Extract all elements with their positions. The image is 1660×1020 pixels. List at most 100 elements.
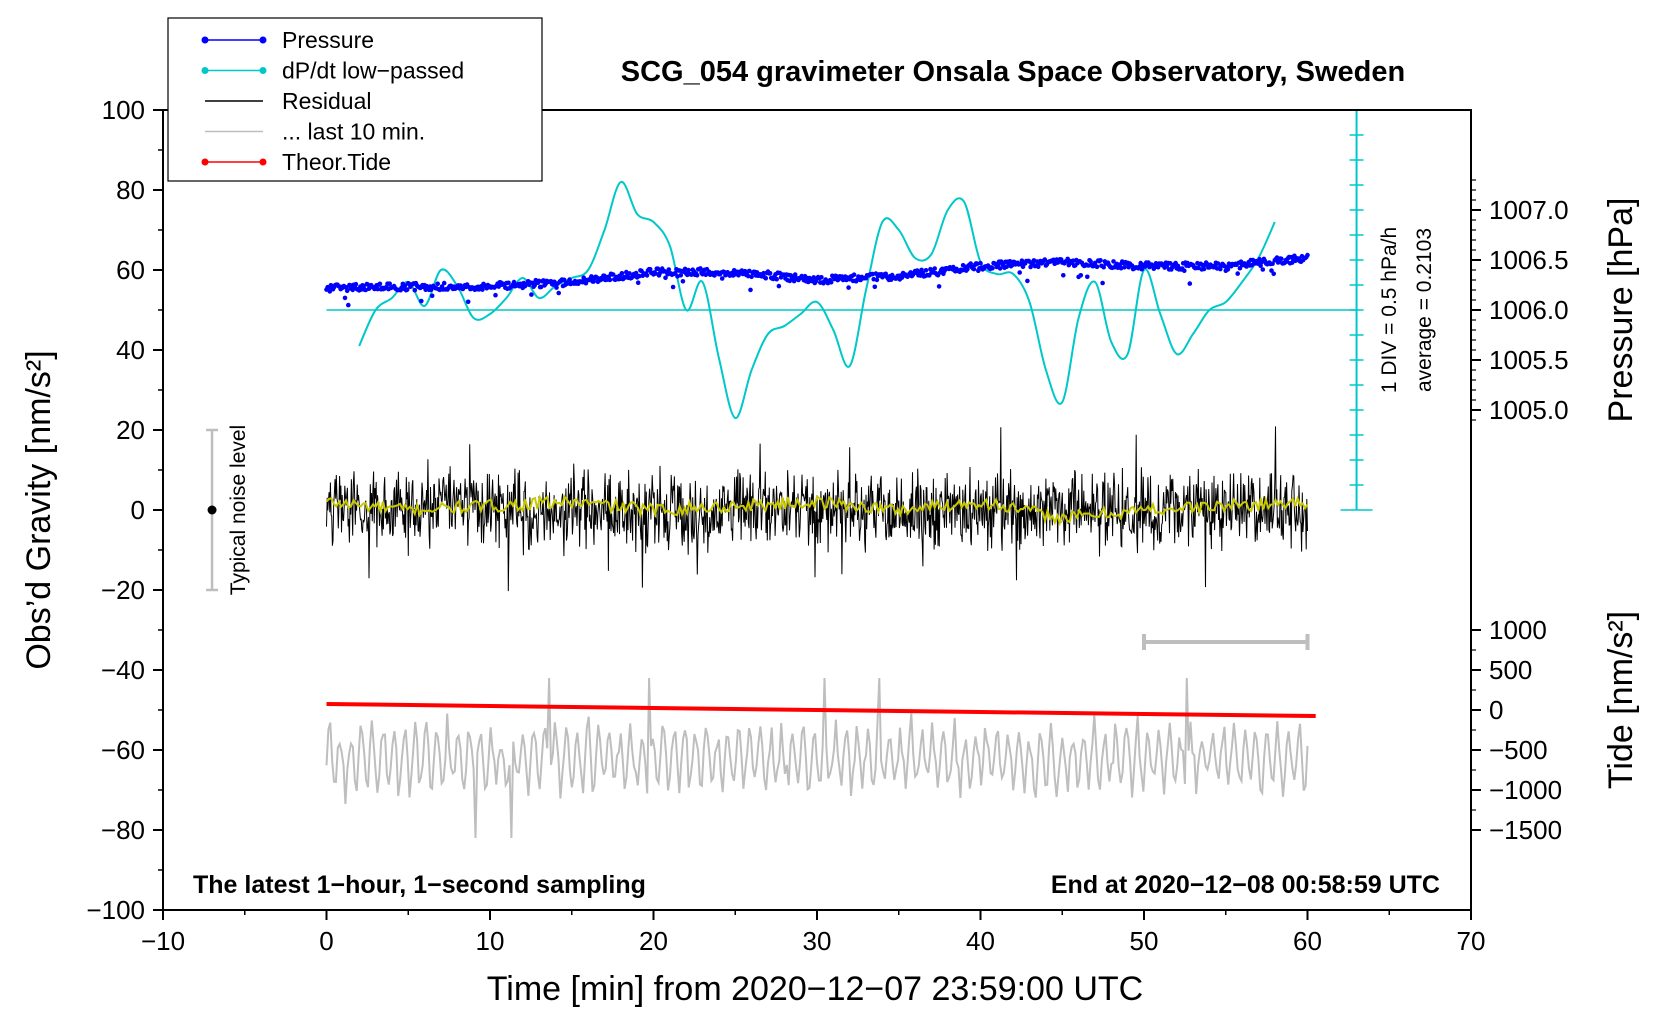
residual-line: [326, 426, 1308, 592]
legend-marker: [259, 36, 267, 44]
pressure-point: [748, 287, 753, 293]
noise-bar-label: Typical noise level: [227, 425, 250, 595]
x-tick-label: 50: [1130, 926, 1159, 956]
pressure-point: [428, 287, 434, 293]
pressure-point: [1182, 268, 1187, 274]
legend-marker: [259, 158, 267, 166]
pressure-point: [589, 274, 594, 279]
pressure-point: [792, 272, 798, 277]
x-tick-label: 0: [319, 926, 333, 956]
pressure-point: [343, 285, 349, 290]
pressure-point: [511, 279, 517, 285]
pressure-point: [1215, 261, 1221, 266]
dpdt-line: [358, 181, 1276, 420]
y-axis-title-left: Obs’d Gravity [nm/s²]: [20, 350, 58, 669]
legend-marker: [201, 36, 209, 44]
pressure-point: [774, 276, 779, 282]
x-axis-title: Time [min] from 2020−12−07 23:59:00 UTC: [487, 970, 1143, 1008]
pressure-point: [670, 284, 676, 290]
y-tick-label: −80: [101, 815, 145, 845]
pressure-point: [1017, 270, 1022, 275]
pressure-point: [680, 279, 686, 284]
pressure-point: [819, 275, 824, 280]
y-tick-label: 100: [102, 95, 145, 125]
pressure-point: [627, 271, 632, 276]
pressure-tick-label: 1006.5: [1489, 245, 1569, 275]
y-tick-label: 80: [116, 175, 145, 205]
theor-tide-line: [326, 702, 1316, 718]
pressure-point: [607, 277, 613, 283]
pressure-point: [923, 268, 929, 273]
tide-tick-label: 0: [1489, 695, 1503, 725]
pressure-point: [689, 272, 694, 277]
pressure-point: [402, 283, 408, 288]
y-tick-label: −40: [101, 655, 145, 685]
pressure-point: [776, 283, 782, 289]
legend-label: Pressure: [282, 27, 374, 53]
y-tick-label: 20: [116, 415, 145, 445]
pressure-point: [968, 261, 973, 266]
pressure-point: [644, 273, 650, 278]
y-tick-label: −20: [101, 575, 145, 605]
pressure-tick-label: 1005.5: [1489, 345, 1569, 375]
plot-layer: [206, 109, 1373, 839]
pressure-point: [686, 267, 691, 273]
pressure-point: [375, 286, 381, 292]
pressure-point: [1086, 263, 1091, 268]
pressure-point: [1088, 259, 1093, 264]
legend: Pressure dP/dt low−passed Residual ... last…: [167, 17, 543, 182]
pressure-point: [1269, 268, 1274, 273]
pressure-point: [1100, 280, 1105, 286]
pressure-point: [1078, 273, 1084, 278]
pressure-point: [633, 270, 639, 276]
pressure-point: [874, 277, 880, 283]
pressure-point: [749, 274, 754, 280]
pressure-point: [971, 266, 977, 272]
pressure-point: [1025, 278, 1030, 284]
pressure-point: [342, 295, 348, 301]
pressure-point: [851, 272, 857, 278]
pressure-point: [377, 281, 383, 287]
annotation-bottom-right: End at 2020−12−08 00:58:59 UTC: [1051, 871, 1440, 899]
legend-label: Theor.Tide: [282, 149, 391, 175]
x-tick-label: 20: [639, 926, 668, 956]
tide-tick-label: −500: [1489, 735, 1548, 765]
pressure-point: [404, 287, 410, 292]
pressure-point: [666, 267, 672, 272]
pressure-point: [1122, 265, 1127, 270]
axes-layer: −10 0 10 20 30 40 50 60 70100806040200−20−40−60−…: [86, 95, 1568, 956]
pressure-point: [419, 298, 424, 304]
pressure-point: [556, 290, 561, 296]
pressure-tick-label: 1005.0: [1489, 395, 1569, 425]
pressure-point: [1061, 273, 1066, 278]
x-tick-label: 30: [803, 926, 832, 956]
pressure-point: [1279, 256, 1284, 262]
pressure-point: [619, 271, 625, 276]
pressure-tick-label: 1006.0: [1489, 295, 1569, 325]
pressure-point: [678, 273, 684, 278]
legend-label: Residual: [282, 88, 372, 114]
pressure-point: [978, 260, 983, 266]
pressure-point: [997, 266, 1003, 271]
pressure-point: [441, 280, 447, 286]
pressure-point: [936, 284, 942, 289]
scale-bar-label: 1 DIV = 0.5 hPa/h: [1378, 227, 1401, 393]
pressure-point: [327, 289, 333, 294]
pressure-point: [635, 280, 641, 286]
x-tick-label: 10: [476, 926, 505, 956]
pressure-point: [567, 277, 572, 282]
pressure-series: [324, 252, 1310, 308]
y-tick-label: −100: [86, 895, 145, 925]
pressure-point: [529, 292, 534, 297]
pressure-tick-label: 1007.0: [1489, 195, 1569, 225]
x-tick-label: 60: [1293, 926, 1322, 956]
legend-marker: [201, 158, 209, 166]
x-tick-label: −10: [141, 926, 185, 956]
pressure-point: [1187, 281, 1193, 286]
pressure-point: [1201, 266, 1207, 272]
pressure-point: [429, 293, 435, 299]
pressure-point: [846, 285, 851, 290]
pressure-point: [412, 287, 418, 293]
pressure-point: [828, 280, 834, 285]
